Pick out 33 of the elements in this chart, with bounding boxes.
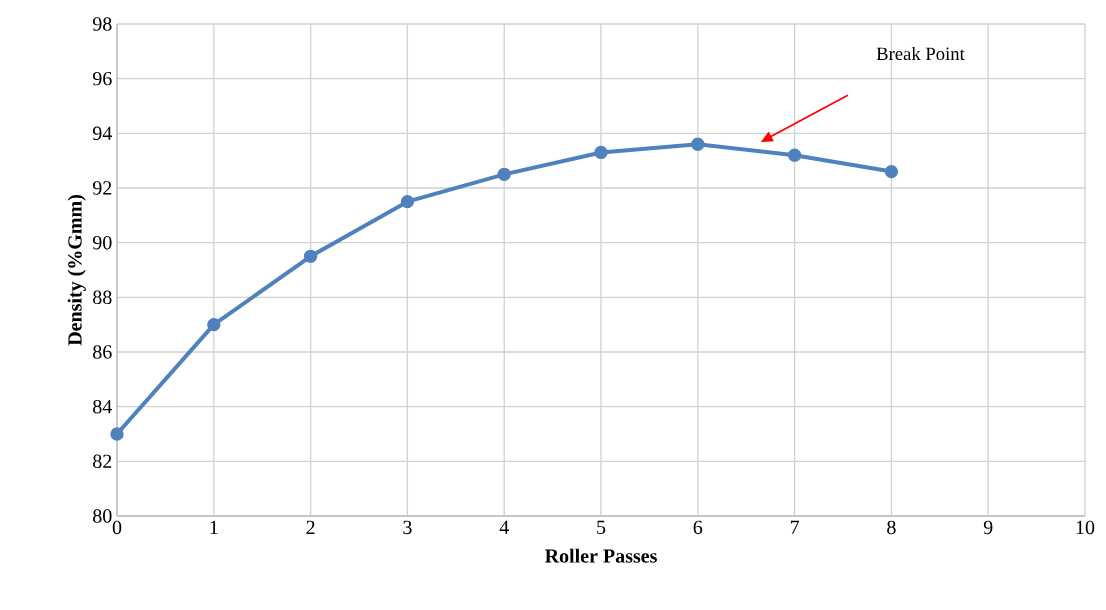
- y-tick-label: 94: [92, 126, 112, 141]
- x-tick-label: 1: [210, 520, 218, 534]
- x-tick-label: 6: [693, 520, 703, 535]
- point: [400, 194, 415, 209]
- y-tick-label: 86: [93, 345, 112, 359]
- y-tick-label: 90: [92, 235, 112, 250]
- y-tick-label: 98: [92, 17, 112, 31]
- x-tick-label: 2: [306, 520, 315, 534]
- annotation: Break Point: [876, 46, 965, 61]
- x-tick-label: 4: [499, 520, 509, 534]
- x-axis-title: Roller Passes: [544, 548, 657, 563]
- y-tick-label: 80: [93, 509, 112, 523]
- point: [207, 317, 221, 332]
- y-tick-label: 88: [93, 290, 112, 305]
- x-tick-label: 8: [887, 520, 896, 535]
- point: [691, 137, 705, 151]
- x-tick-label: 7: [790, 520, 800, 534]
- point: [497, 167, 511, 181]
- point: [110, 427, 124, 441]
- x-tick-label: 5: [597, 520, 606, 534]
- x-tick-label: 3: [403, 520, 412, 535]
- y-tick-label: 92: [92, 181, 112, 195]
- x-tick-label: 10: [1076, 520, 1095, 535]
- y-tick-label: 84: [93, 399, 112, 414]
- y-tick-label: 82: [93, 454, 112, 469]
- point: [303, 249, 318, 263]
- point: [884, 164, 899, 179]
- point: [787, 148, 802, 162]
- x-tick-label: 9: [983, 520, 993, 535]
- x-tick-label: 0: [112, 520, 122, 535]
- y-tick-label: 96: [92, 71, 112, 86]
- y-axis-title: Density (%Gmm): [67, 195, 86, 346]
- point: [594, 145, 608, 160]
